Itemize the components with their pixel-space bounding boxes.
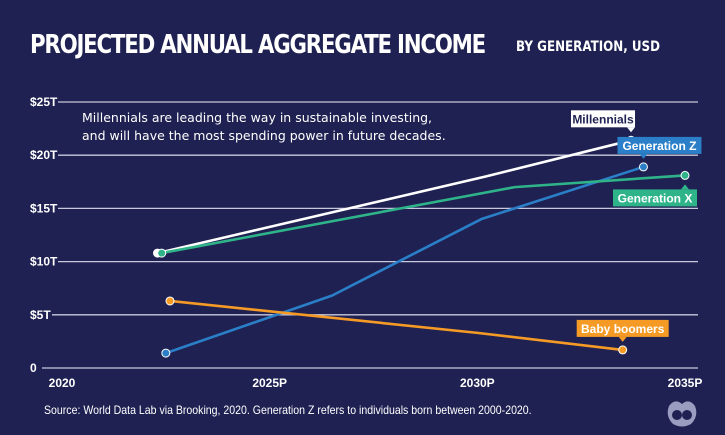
x-tick-label: 2030P xyxy=(460,376,495,390)
y-tick-label: $10T xyxy=(30,255,58,269)
series-line-baby-boomers xyxy=(169,299,623,352)
series-label-millennials: Millennials xyxy=(572,112,634,126)
series-label-pointer xyxy=(639,153,648,159)
series-label-pointer xyxy=(627,127,636,133)
series-label-box-generation-z xyxy=(617,136,702,154)
series-label-baby-boomers: Baby boomers xyxy=(581,322,665,336)
data-point-baby-boomers xyxy=(165,296,175,306)
series-label-box-baby-boomers xyxy=(576,319,669,337)
annotation-line-1: Millennials are leading the way in susta… xyxy=(82,110,432,125)
data-point-generation-z xyxy=(161,348,171,358)
series-line-generation-z xyxy=(165,165,644,355)
chart-title: PROJECTED ANNUAL AGGREGATE INCOME BY GEN… xyxy=(30,30,660,60)
series-label-pointer xyxy=(681,184,689,190)
y-tick-label: 0 xyxy=(30,361,37,375)
series-line-generation-x xyxy=(161,174,686,255)
x-tick-label: 2025P xyxy=(252,376,287,390)
x-tick-label: 2020 xyxy=(49,376,76,390)
data-point-generation-z xyxy=(638,162,648,172)
y-tick-label: $25T xyxy=(30,95,58,109)
x-tick-label: 2035P xyxy=(668,376,703,390)
source-note: Source: World Data Lab via Brooking, 202… xyxy=(44,403,532,417)
series-label-box-generation-x xyxy=(613,189,697,207)
series-label-generation-x: Generation X xyxy=(618,191,693,205)
series-label-pointer xyxy=(618,336,627,342)
visual-capitalist-logo-icon xyxy=(667,401,697,427)
series-label-box-millennials xyxy=(571,110,636,128)
title-subtitle: BY GENERATION, USD xyxy=(516,39,661,55)
data-point-generation-x xyxy=(157,248,167,258)
y-tick-label: $5T xyxy=(30,308,51,322)
series-labels: Millennials Generation Z Generation X Baby … xyxy=(571,110,702,342)
annotation-line-2: and will have the most spending power in… xyxy=(82,128,446,143)
y-tick-label: $15T xyxy=(30,201,58,215)
data-point-generation-x xyxy=(680,170,690,180)
series-label-generation-z: Generation Z xyxy=(622,139,696,153)
y-tick-label: $20T xyxy=(30,148,58,162)
data-point-baby-boomers xyxy=(618,345,628,355)
series-line-millennials xyxy=(157,139,632,255)
series-group xyxy=(153,135,690,358)
title-main: PROJECTED ANNUAL AGGREGATE INCOME xyxy=(30,30,486,60)
grid: 0 $5T $10T $15T $20T $25T 2020 2025P 2030P 2035P xyxy=(30,95,702,390)
